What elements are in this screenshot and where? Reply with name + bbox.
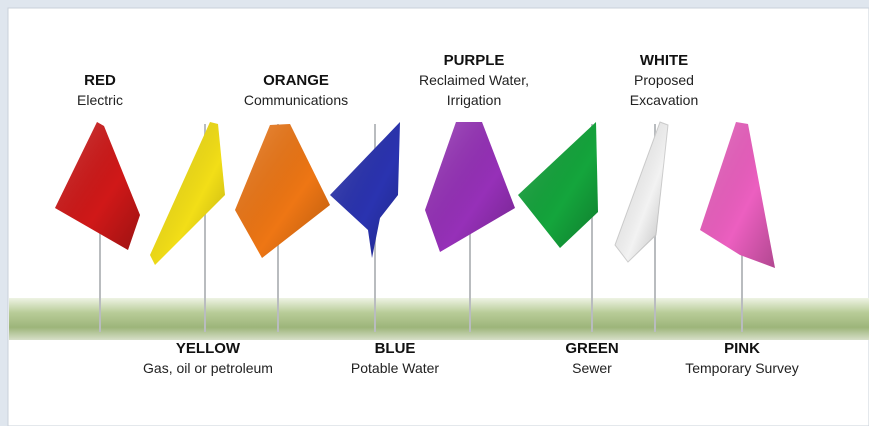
flag-meaning: Electric [77, 92, 123, 108]
flag-name: YELLOW [176, 340, 241, 357]
flag-meaning: Reclaimed Water, [419, 72, 529, 88]
grass [9, 298, 869, 340]
flag-name: PURPLE [444, 52, 505, 69]
page: RED Electric YELLOW Gas, oil or petroleum OR… [0, 0, 869, 426]
flag-name: PINK [724, 340, 760, 357]
flag-name: RED [84, 72, 116, 89]
flag-meaning: Gas, oil or petroleum [143, 360, 273, 376]
flag-meaning: Potable Water [351, 360, 440, 376]
flag-name: ORANGE [263, 72, 329, 89]
flag-meaning: Communications [244, 92, 348, 108]
flag-meaning: Proposed [634, 72, 694, 88]
flag-meaning: Irrigation [447, 92, 501, 108]
flag-meaning: Temporary Survey [685, 360, 799, 376]
utility-flag-chart: RED Electric YELLOW Gas, oil or petroleum OR… [0, 0, 869, 426]
flag-name: WHITE [640, 52, 688, 69]
flag-name: GREEN [565, 340, 618, 357]
flag-name: BLUE [375, 340, 416, 357]
flag-meaning: Sewer [572, 360, 612, 376]
flag-meaning: Excavation [630, 92, 698, 108]
